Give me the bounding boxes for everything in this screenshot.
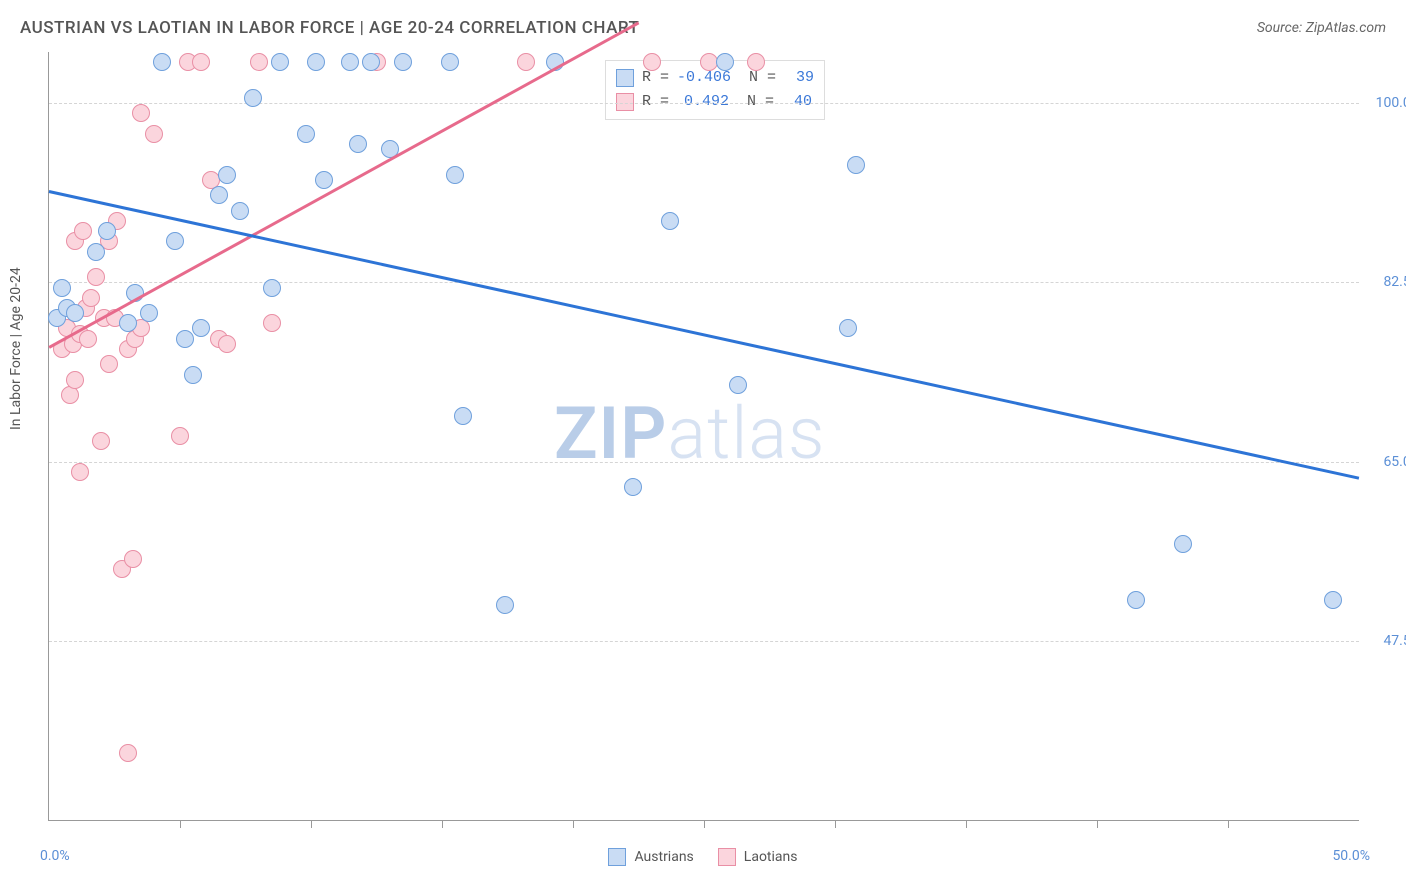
data-point-laotians [100,355,118,373]
data-point-austrians [231,202,249,220]
data-point-austrians [244,89,262,107]
legend-swatch-austrians [616,69,634,87]
data-point-austrians [192,319,210,337]
data-point-austrians [716,53,734,71]
data-point-laotians [82,289,100,307]
data-point-austrians [119,314,137,332]
data-point-austrians [1127,591,1145,609]
watermark-bold: ZIP [554,391,667,476]
data-point-austrians [315,171,333,189]
data-point-austrians [362,53,380,71]
legend-n-value-laotians: 40 [782,90,812,114]
y-tick-label: 47.5% [1383,633,1406,649]
data-point-austrians [166,232,184,250]
legend-row-laotians: R = 0.492 N = 40 [616,90,814,114]
data-point-austrians [839,319,857,337]
legend-swatch-laotians [616,93,634,111]
data-point-austrians [496,596,514,614]
watermark: ZIPatlas [554,391,826,476]
data-point-laotians [87,268,105,286]
data-point-laotians [517,53,535,71]
x-tick [704,820,705,828]
data-point-laotians [61,386,79,404]
y-tick-label: 65.0% [1383,454,1406,470]
x-tick [1228,820,1229,828]
data-point-laotians [145,125,163,143]
chart-plot-area: ZIPatlas R = -0.406 N = 39 R = 0.492 N =… [48,52,1359,821]
data-point-austrians [176,330,194,348]
data-point-austrians [847,156,865,174]
data-point-austrians [729,376,747,394]
x-tick [966,820,967,828]
data-point-austrians [53,279,71,297]
series-legend: Austrians Laotians [0,848,1406,866]
x-tick [311,820,312,828]
y-tick-label: 100.0% [1376,95,1406,111]
data-point-austrians [87,243,105,261]
data-point-austrians [1324,591,1342,609]
chart-title: AUSTRIAN VS LAOTIAN IN LABOR FORCE | AGE… [20,18,639,38]
data-point-austrians [271,53,289,71]
data-point-laotians [263,314,281,332]
series-legend-item-austrians: Austrians [608,848,693,866]
data-point-austrians [263,279,281,297]
data-point-laotians [79,330,97,348]
data-point-austrians [98,222,116,240]
data-point-laotians [643,53,661,71]
gridline-h [49,641,1359,642]
x-tick [573,820,574,828]
y-tick-label: 82.5% [1383,274,1406,290]
data-point-austrians [446,166,464,184]
data-point-austrians [153,53,171,71]
data-point-laotians [92,432,110,450]
x-tick [180,820,181,828]
watermark-light: atlas [667,391,825,476]
data-point-austrians [441,53,459,71]
data-point-laotians [71,463,89,481]
data-point-laotians [132,104,150,122]
data-point-austrians [394,53,412,71]
x-tick [442,820,443,828]
trend-line [49,190,1360,479]
legend-swatch-laotians [718,848,736,866]
y-axis-title: In Labor Force | Age 20-24 [8,267,24,430]
series-legend-label: Laotians [744,849,798,865]
data-point-austrians [140,304,158,322]
data-point-laotians [218,335,236,353]
data-point-austrians [1174,535,1192,553]
data-point-austrians [210,186,228,204]
data-point-austrians [307,53,325,71]
gridline-h [49,462,1359,463]
series-legend-item-laotians: Laotians [718,848,798,866]
data-point-laotians [171,427,189,445]
data-point-austrians [624,478,642,496]
data-point-austrians [184,366,202,384]
data-point-laotians [124,550,142,568]
data-point-austrians [661,212,679,230]
data-point-laotians [747,53,765,71]
x-tick [1097,820,1098,828]
data-point-laotians [74,222,92,240]
x-tick [835,820,836,828]
gridline-h [49,282,1359,283]
data-point-austrians [218,166,236,184]
data-point-austrians [297,125,315,143]
data-point-austrians [66,304,84,322]
data-point-laotians [119,744,137,762]
data-point-austrians [341,53,359,71]
data-point-laotians [250,53,268,71]
legend-n-value-austrians: 39 [784,66,814,90]
data-point-austrians [454,407,472,425]
source-label: Source: ZipAtlas.com [1257,20,1386,36]
series-legend-label: Austrians [634,849,693,865]
data-point-laotians [66,371,84,389]
legend-swatch-austrians [608,848,626,866]
legend-r-label: R = [642,90,669,114]
legend-r-value-laotians: 0.492 [677,90,729,114]
data-point-laotians [192,53,210,71]
legend-n-label: N = [747,90,774,114]
data-point-austrians [349,135,367,153]
